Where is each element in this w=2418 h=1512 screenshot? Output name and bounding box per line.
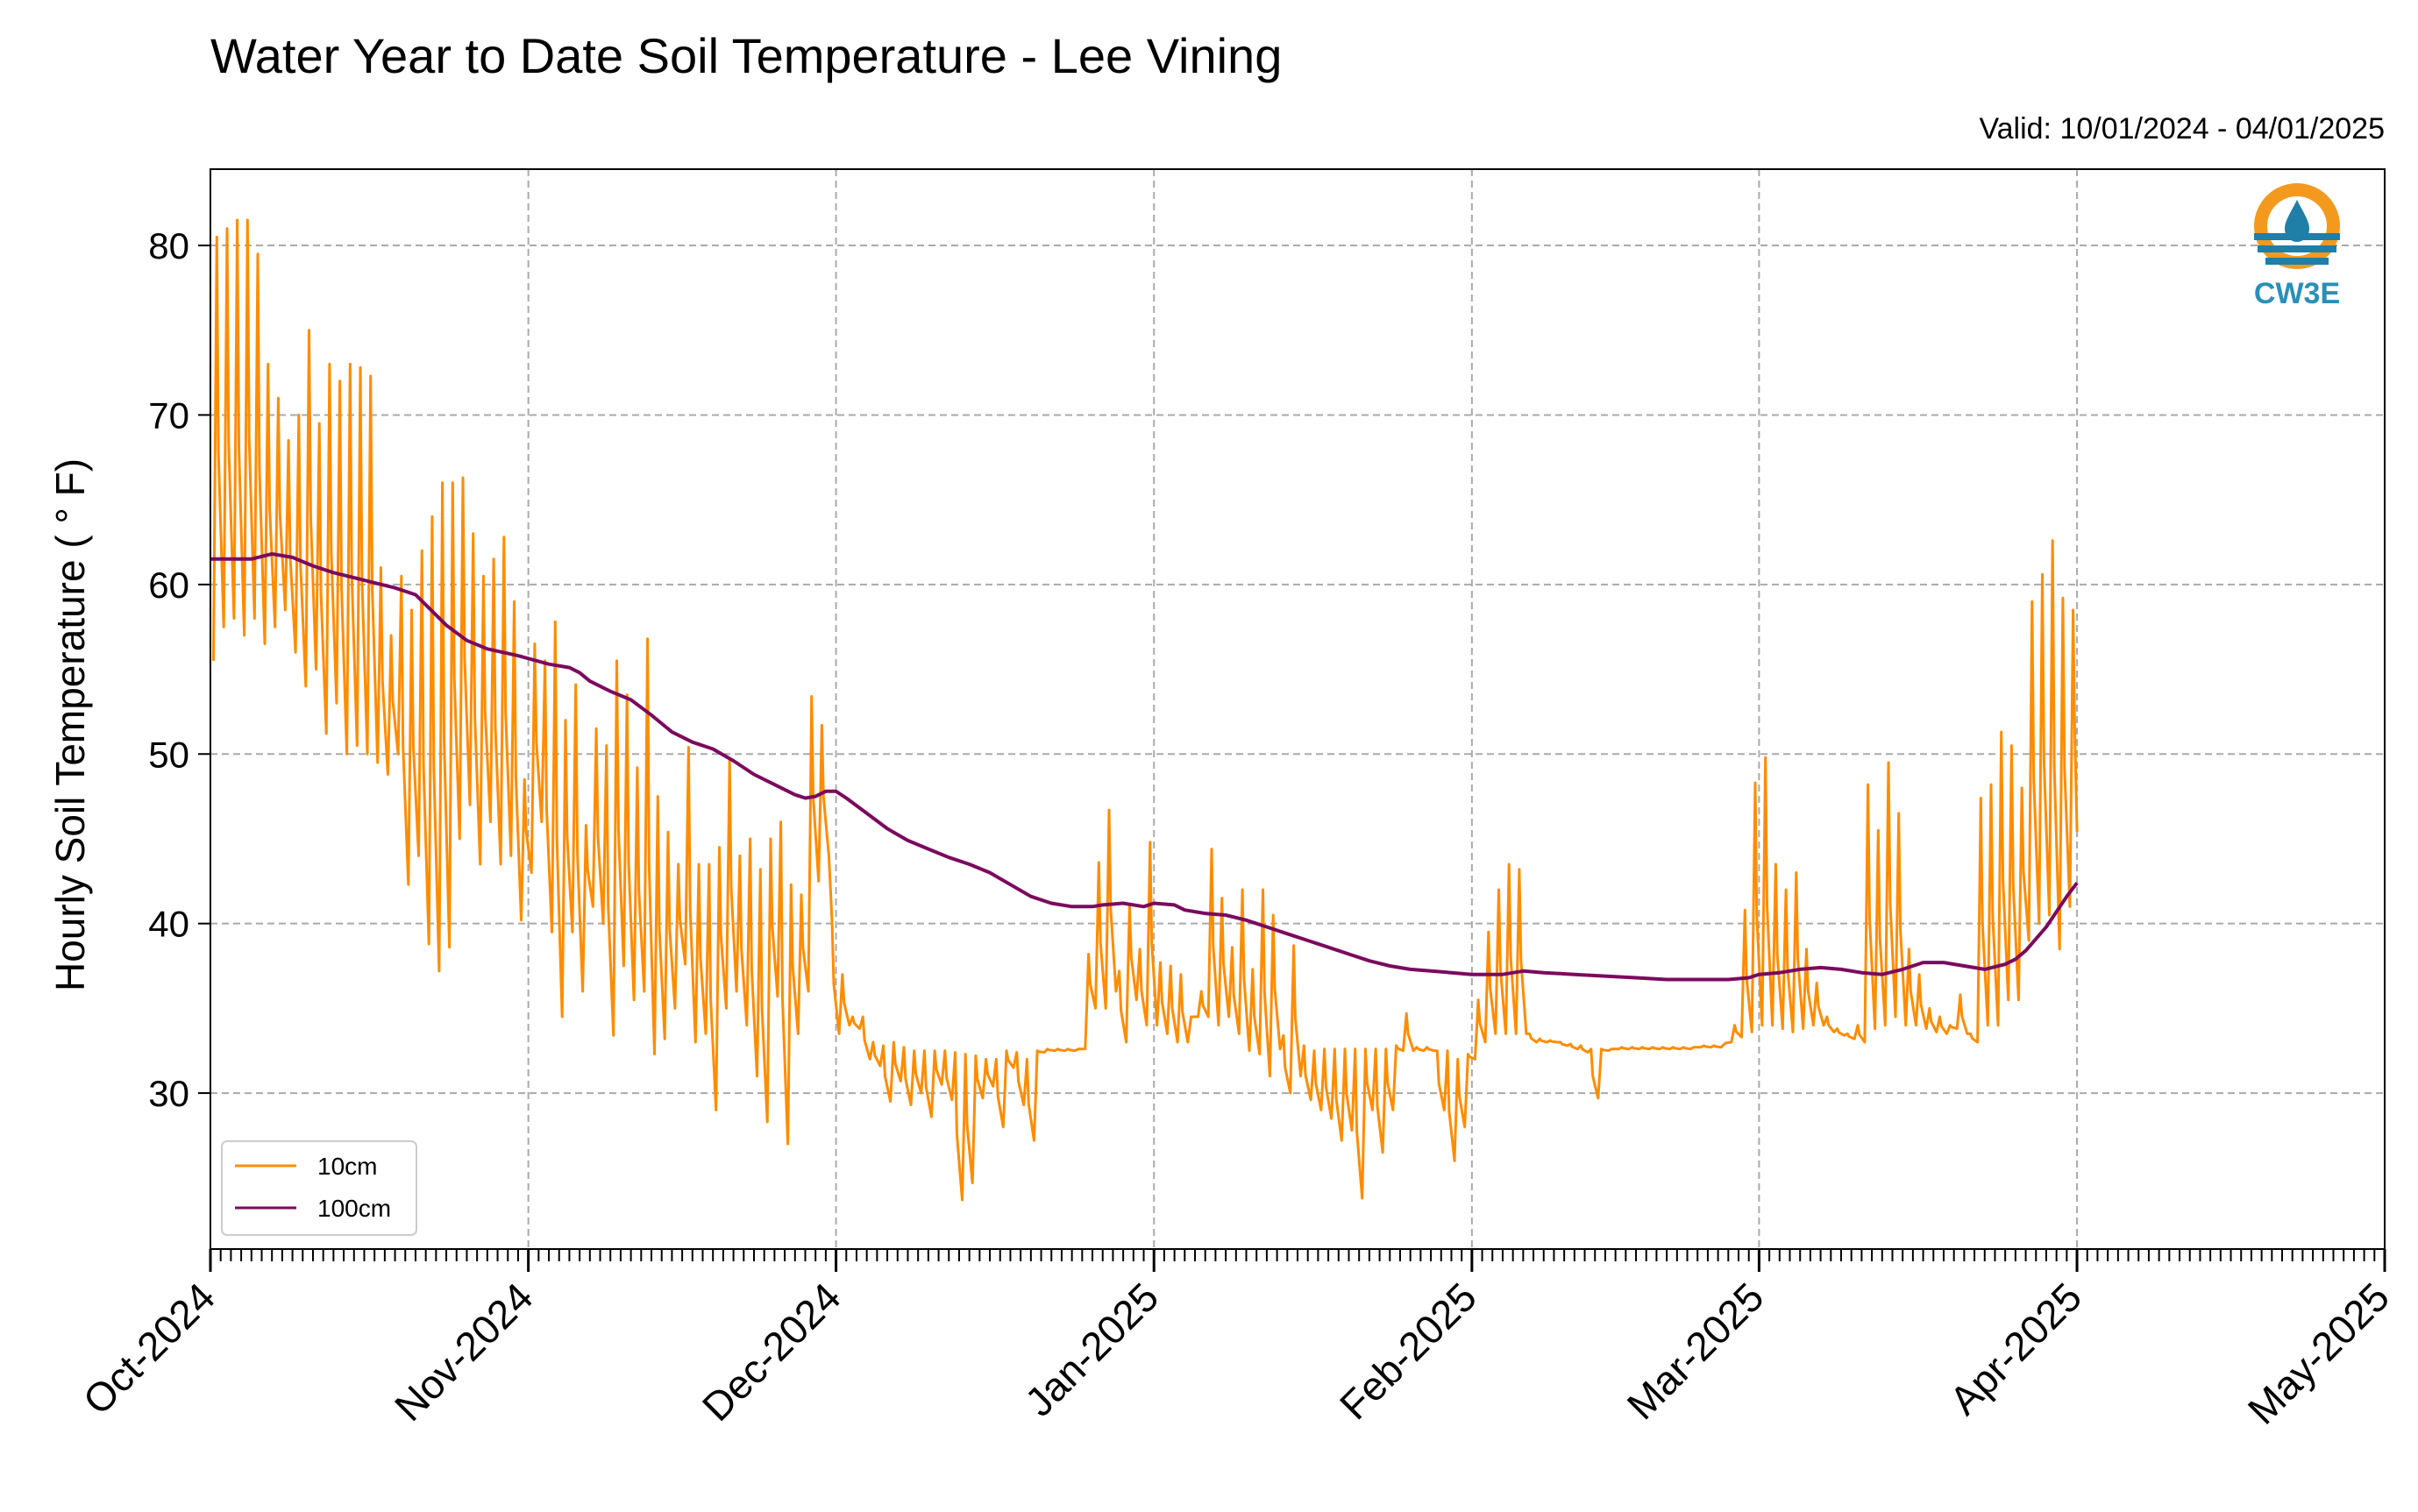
y-tick-label-70: 70 [148, 394, 189, 436]
y-tick-label-50: 50 [148, 734, 189, 775]
x-tick-label-jan-2025: Jan-2025 [1016, 1274, 1167, 1424]
logo-wave-2 [2258, 245, 2336, 252]
y-tick-label-30: 30 [148, 1073, 189, 1114]
x-tick-label-nov-2024: Nov-2024 [386, 1274, 542, 1430]
series-line-10cm [212, 218, 2079, 1202]
x-tick-label-feb-2025: Feb-2025 [1331, 1274, 1485, 1428]
logo-text: CW3E [2254, 277, 2340, 310]
logo-wave-3 [2265, 258, 2329, 265]
chart-title: Water Year to Date Soil Temperature - Le… [210, 28, 1282, 83]
x-tick-label-mar-2025: Mar-2025 [1618, 1274, 1773, 1428]
y-tick-label-40: 40 [148, 904, 189, 945]
y-tick-label-80: 80 [148, 225, 189, 266]
chart-subtitle: Valid: 10/01/2024 - 04/01/2025 [1979, 112, 2385, 146]
x-tick-label-apr-2025: Apr-2025 [1941, 1274, 2091, 1423]
x-tick-label-oct-2024: Oct-2024 [75, 1274, 224, 1423]
x-tick-label-may-2025: May-2025 [2239, 1274, 2398, 1432]
water-drop-icon [2285, 200, 2309, 242]
legend: 10cm 100cm [221, 1140, 417, 1236]
series-line-100cm [210, 552, 2079, 982]
legend-label-10cm: 10cm [317, 1153, 377, 1180]
legend-label-100cm: 100cm [317, 1195, 391, 1222]
data-lines [210, 218, 2079, 1202]
cw3e-logo: CW3E [2254, 183, 2340, 310]
y-tick-label-60: 60 [148, 564, 189, 606]
x-tick-label-dec-2024: Dec-2024 [693, 1274, 850, 1430]
y-axis-label: Hourly Soil Temperature ( ° F) [47, 458, 93, 991]
